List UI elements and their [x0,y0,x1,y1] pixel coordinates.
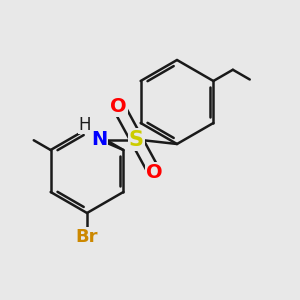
Text: O: O [110,97,127,116]
Text: S: S [129,130,144,149]
Text: N: N [91,130,107,149]
Text: H: H [79,116,91,134]
Text: O: O [146,163,163,182]
Text: Br: Br [76,228,98,246]
